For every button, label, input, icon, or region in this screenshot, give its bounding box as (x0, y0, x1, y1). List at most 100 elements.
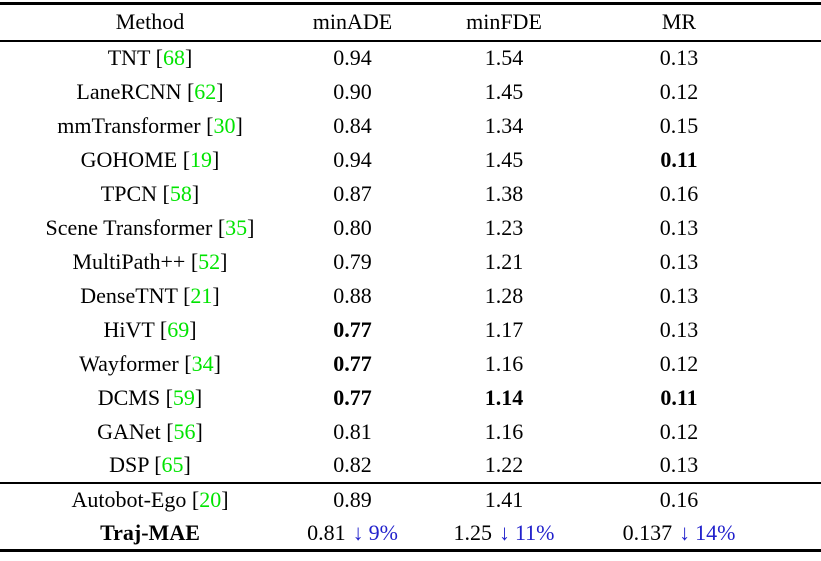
col-header-minfde: minFDE (466, 9, 542, 35)
method-name: HiVT (103, 316, 155, 342)
method-cell: DCMS [59] (97, 384, 203, 410)
method-name: DSP (109, 452, 149, 477)
metric-value: 1.14 (484, 384, 524, 410)
metric-value: 1.41 (484, 487, 524, 512)
method-cell: TPCN [58] (100, 180, 200, 206)
metric-value: 1.22 (484, 452, 524, 477)
metric-value: 0.90 (333, 78, 372, 104)
metric-value: 0.15 (659, 112, 699, 138)
method-name: DenseTNT (80, 282, 178, 308)
method-name: Traj-MAE (100, 519, 200, 545)
minfde-cell: 1.45 (405, 75, 603, 109)
table-row: Scene Transformer [35] 0.80 1.23 0.13 (0, 211, 821, 245)
improvement-delta: ↓ 9% (353, 520, 398, 545)
method-cell: GOHOME [19] (80, 146, 220, 172)
table-row: Wayformer [34] 0.77 1.16 0.12 (0, 347, 821, 381)
col-header-minade: minADE (312, 9, 393, 35)
minade-cell: 0.89 (300, 483, 405, 517)
row-spacer (755, 381, 821, 415)
minfde-cell: 1.28 (405, 279, 603, 313)
minfde-cell: 1.25 ↓ 11% (405, 517, 603, 551)
metric-value: 0.13 (659, 214, 699, 240)
mr-cell: 0.12 (603, 415, 755, 449)
citation-ref: 56 (173, 418, 196, 444)
citation-ref: 58 (169, 180, 192, 206)
table-row: GOHOME [19] 0.94 1.45 0.11 (0, 143, 821, 177)
method-cell: mmTransformer [30] (57, 112, 243, 138)
method-cell: GANet [56] (97, 418, 203, 444)
method-name: LaneRCNN (76, 78, 182, 104)
improvement-delta: ↓ 14% (679, 520, 735, 545)
metric-value: 0.13 (659, 452, 699, 477)
metric-value: 0.88 (333, 282, 372, 308)
metric-value: 0.12 (659, 418, 699, 444)
metric-value: 1.54 (484, 45, 524, 70)
citation-ref: 34 (191, 350, 214, 376)
citation-ref: 35 (225, 214, 248, 240)
minade-cell: 0.84 (300, 109, 405, 143)
metric-value: 0.94 (333, 45, 372, 70)
metric-value: 1.34 (484, 112, 524, 138)
method-name: TPCN (100, 180, 158, 206)
row-spacer (755, 109, 821, 143)
method-name: GANet (97, 418, 161, 444)
minfde-cell: 1.23 (405, 211, 603, 245)
citation-ref: 68 (162, 45, 185, 70)
method-name: GOHOME (80, 146, 178, 172)
table-row: MultiPath++ [52] 0.79 1.21 0.13 (0, 245, 821, 279)
row-spacer (755, 177, 821, 211)
method-cell: Wayformer [34] (79, 350, 221, 376)
tbody-main-methods: TNT [68] 0.94 1.54 0.13 LaneRCNN [62] 0.90 1.4… (0, 41, 821, 483)
minfde-cell: 1.16 (405, 347, 603, 381)
table-row: Autobot-Ego [20] 0.89 1.41 0.16 (0, 483, 821, 517)
method-cell: TNT [68] (107, 45, 193, 70)
citation-ref: 59 (172, 384, 195, 410)
metric-value: 1.16 (484, 418, 524, 444)
method-name: MultiPath++ (72, 248, 186, 274)
table-header: Method minADE minFDE MR (0, 4, 821, 41)
minade-cell: 0.77 (300, 313, 405, 347)
metric-value: 0.81 (307, 519, 346, 545)
metric-value: 0.89 (333, 487, 372, 512)
mr-cell: 0.12 (603, 347, 755, 381)
method-name: Wayformer (79, 350, 179, 376)
metric-value: 1.23 (484, 214, 524, 240)
minade-cell: 0.81 (300, 415, 405, 449)
minfde-cell: 1.21 (405, 245, 603, 279)
minade-cell: 0.81 ↓ 9% (300, 517, 405, 551)
metric-value: 0.87 (333, 180, 372, 206)
citation-ref: 19 (190, 146, 213, 172)
row-spacer (755, 75, 821, 109)
minfde-cell: 1.16 (405, 415, 603, 449)
metric-value: 0.81 (333, 418, 372, 444)
method-cell: HiVT [69] (103, 316, 197, 342)
row-spacer (755, 313, 821, 347)
metric-value: 1.25 (453, 519, 492, 545)
table-row: DenseTNT [21] 0.88 1.28 0.13 (0, 279, 821, 313)
row-spacer (755, 41, 821, 75)
row-spacer (755, 279, 821, 313)
tbody-final-comparison: Autobot-Ego [20] 0.89 1.41 0.16 Traj-MAE 0.81… (0, 482, 821, 551)
method-cell: DenseTNT [21] (80, 282, 220, 308)
metric-value: 0.79 (333, 248, 372, 274)
table-row: GANet [56] 0.81 1.16 0.12 (0, 415, 821, 449)
mr-cell: 0.13 (603, 245, 755, 279)
minade-cell: 0.79 (300, 245, 405, 279)
minade-cell: 0.94 (300, 143, 405, 177)
metric-value: 1.45 (484, 78, 524, 104)
method-name: DCMS (97, 384, 161, 410)
metric-value: 0.77 (333, 316, 372, 342)
metric-value: 0.16 (659, 487, 699, 512)
metric-value: 0.13 (659, 45, 699, 70)
metric-value: 1.38 (484, 180, 524, 206)
minade-cell: 0.87 (300, 177, 405, 211)
down-arrow-icon: ↓ (679, 519, 691, 545)
delta-percent: 9% (368, 519, 398, 545)
metric-value: 0.94 (333, 146, 372, 172)
citation-ref: 65 (161, 452, 184, 477)
minfde-cell: 1.54 (405, 41, 603, 75)
table-row: DCMS [59] 0.77 1.14 0.11 (0, 381, 821, 415)
minade-cell: 0.77 (300, 347, 405, 381)
citation-ref: 30 (213, 112, 236, 138)
